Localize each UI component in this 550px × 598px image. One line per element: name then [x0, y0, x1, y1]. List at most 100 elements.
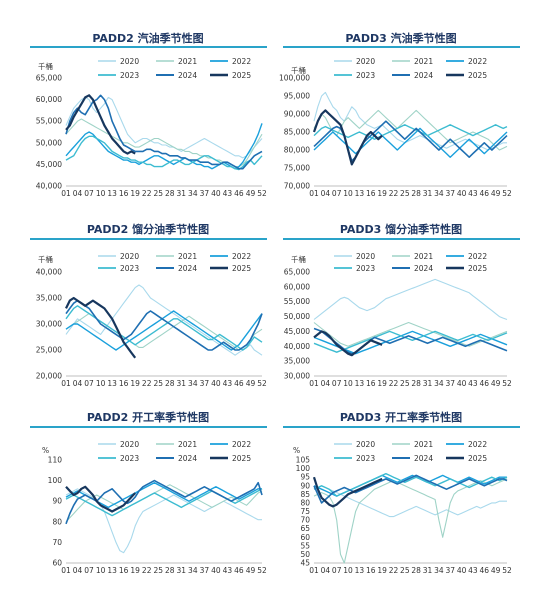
x-tick-label: 37 [445, 566, 455, 575]
legend-label-2021: 2021 [178, 57, 197, 66]
y-tick-label: 75 [300, 507, 310, 516]
legend-label-2025: 2025 [468, 264, 487, 273]
x-tick-label: 43 [223, 566, 233, 575]
x-tick-label: 22 [142, 379, 152, 388]
y-tick-label: 35,000 [36, 294, 62, 303]
x-tick-label: 49 [491, 566, 501, 575]
series-line-2024 [65, 479, 263, 525]
y-tick-label: 80,000 [284, 146, 310, 155]
series-line-2020 [313, 485, 507, 518]
x-tick-label: 52 [502, 189, 512, 198]
x-tick-label: 16 [119, 379, 129, 388]
y-tick-label: 105 [296, 456, 311, 465]
x-tick-label: 10 [96, 189, 106, 198]
y-tick-label: 65,000 [36, 74, 62, 83]
series-line-2022 [65, 123, 263, 170]
x-tick-label: 25 [153, 379, 163, 388]
series-line-2020 [313, 278, 508, 321]
x-tick-label: 46 [234, 189, 244, 198]
y-tick-label: 85 [300, 490, 310, 499]
legend-label-2022: 2022 [468, 440, 487, 449]
x-tick-label: 10 [343, 566, 353, 575]
legend-label-2023: 2023 [120, 454, 139, 463]
panel-padd3-distillate: PADD3 馏分油季节性图 千桶 65,000 60,000 55,000 50,00… [283, 222, 520, 388]
legend-label-2025: 2025 [468, 454, 487, 463]
series-line-2025 [65, 485, 136, 513]
series-line-2020 [65, 284, 263, 356]
legend-label-2025: 2025 [232, 71, 251, 80]
x-tick-label: 19 [130, 189, 140, 198]
y-tick-label: 50 [300, 550, 310, 559]
series-line-2022 [65, 310, 263, 351]
series-line-2023 [65, 305, 263, 351]
unit-label: 千桶 [291, 65, 306, 75]
legend-label-2023: 2023 [356, 454, 375, 463]
x-tick-label: 46 [480, 379, 490, 388]
panel-padd3-gasoline: PADD3 汽油季节性图 千桶 100,000 95,000 90,000 85,00… [279, 31, 520, 198]
y-tick-label: 95 [300, 473, 310, 482]
x-tick-label: 52 [502, 379, 512, 388]
x-tick-label: 52 [257, 379, 267, 388]
x-tick-label: 31 [423, 566, 433, 575]
y-tick-label: 95,000 [284, 92, 310, 101]
x-tick-label: 07 [332, 379, 342, 388]
x-tick-label: 07 [84, 189, 94, 198]
x-tick-label: 19 [130, 566, 140, 575]
x-tick-label: 40 [457, 566, 467, 575]
x-tick-label: 25 [153, 189, 163, 198]
x-tick-label: 04 [73, 379, 83, 388]
x-tick-label: 40 [211, 189, 221, 198]
x-tick-label: 43 [468, 566, 478, 575]
chart-title: PADD3 馏分油季节性图 [340, 222, 462, 236]
panel-padd3-utilization: PADD3 开工率季节性图 % 105100959085807570656055… [283, 410, 520, 575]
x-tick-label: 31 [423, 379, 433, 388]
x-tick-label: 13 [107, 566, 117, 575]
legend-label-2022: 2022 [468, 57, 487, 66]
y-tick-label: 80 [52, 517, 62, 526]
y-tick-label: 60 [52, 559, 62, 568]
series-line-2021 [65, 313, 263, 351]
series-line-2023 [313, 330, 508, 353]
x-tick-label: 01 [61, 379, 71, 388]
y-tick-label: 75,000 [284, 164, 310, 173]
x-tick-label: 52 [257, 189, 267, 198]
x-tick-label: 52 [502, 566, 512, 575]
legend-label-2022: 2022 [232, 57, 251, 66]
x-tick-label: 43 [468, 189, 478, 198]
x-tick-label: 52 [257, 566, 267, 575]
x-tick-label: 25 [153, 566, 163, 575]
y-tick-label: 70,000 [284, 182, 310, 191]
legend-label-2020: 2020 [120, 252, 139, 261]
x-tick-label: 46 [234, 379, 244, 388]
x-tick-label: 49 [246, 566, 256, 575]
x-tick-label: 22 [142, 189, 152, 198]
panel-padd2-gasoline: PADD2 汽油季节性图 千桶 65,000 60,000 55,000 50,000… [30, 31, 267, 198]
x-tick-label: 16 [119, 566, 129, 575]
x-tick-label: 49 [246, 379, 256, 388]
x-tick-label: 31 [423, 189, 433, 198]
legend-label-2024: 2024 [414, 71, 433, 80]
x-tick-label: 13 [107, 379, 117, 388]
legend-label-2020: 2020 [356, 440, 375, 449]
panel-padd2-distillate: PADD2 馏分油季节性图 千桶 40,000 35,000 30,000 25,00… [30, 222, 267, 388]
series-line-2021 [313, 478, 508, 564]
chart-title: PADD2 开工率季节性图 [87, 410, 209, 424]
legend-label-2023: 2023 [356, 71, 375, 80]
x-tick-label: 40 [211, 379, 221, 388]
legend-label-2023: 2023 [120, 71, 139, 80]
y-tick-label: 90,000 [284, 110, 310, 119]
legend-label-2020: 2020 [120, 440, 139, 449]
chart-title: PADD2 馏分油季节性图 [87, 222, 209, 236]
y-tick-label: 60 [300, 533, 310, 542]
legend-label-2024: 2024 [414, 454, 433, 463]
unit-label: 千桶 [38, 254, 53, 264]
y-tick-label: 55,000 [284, 297, 310, 306]
x-tick-label: 25 [400, 189, 410, 198]
legend-label-2021: 2021 [178, 440, 197, 449]
x-tick-label: 19 [130, 379, 140, 388]
x-tick-label: 28 [165, 566, 175, 575]
x-tick-label: 01 [61, 566, 71, 575]
x-tick-label: 31 [177, 379, 187, 388]
series-line-2025 [65, 94, 136, 155]
legend-label-2025: 2025 [468, 71, 487, 80]
